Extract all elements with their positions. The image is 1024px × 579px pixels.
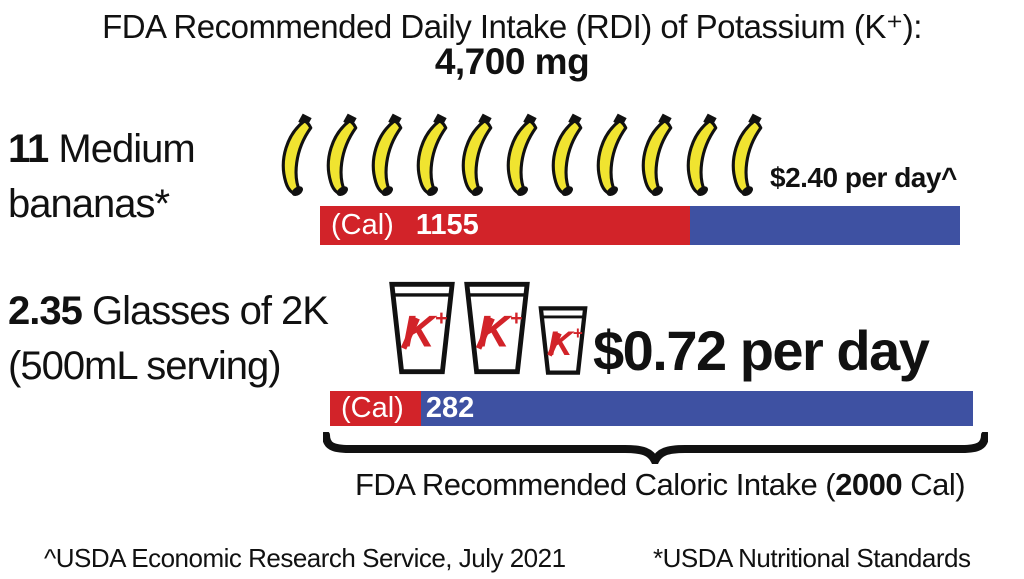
glasses-name: Glasses of 2K: [81, 289, 329, 333]
bananas-row-label: 11 Medium bananas*: [8, 122, 196, 232]
rdi-amount: 4,700 mg: [434, 41, 590, 82]
banana-calories-value: 1155: [415, 209, 479, 241]
bananas-quantity: 11: [8, 127, 49, 171]
glass-icon: K+: [389, 281, 455, 375]
cal-label: (Cal): [331, 209, 394, 241]
caloric-intake-annotation: FDA Recommended Caloric Intake (2000 Cal…: [330, 467, 990, 503]
underbrace-icon: [323, 432, 988, 464]
banana-icon: [686, 113, 718, 197]
glasses-row-label-line1: 2.35 Glasses of 2K: [8, 284, 329, 339]
bananas-name: Medium: [48, 127, 195, 171]
banana-calorie-bar: (Cal) 1155: [320, 206, 960, 245]
glasses-quantity: 2.35: [8, 289, 83, 333]
glasses-calorie-text: (Cal) 282: [330, 391, 973, 426]
bananas-name-line2: bananas*: [8, 182, 170, 226]
glasses-calories-value: 282: [425, 392, 475, 424]
banana-icon: [596, 113, 628, 197]
banana-icon: [416, 113, 448, 197]
footnote-nutrition-source: *USDA Nutritional Standards: [653, 543, 971, 573]
cal-label: (Cal): [341, 392, 404, 424]
glasses-row-label: 2.35 Glasses of 2K (500mL serving): [8, 284, 329, 394]
banana-icon: [506, 113, 538, 197]
glass-icon-small: K+: [538, 306, 588, 375]
caloric-intake-pre: FDA Recommended Caloric Intake (: [354, 467, 836, 502]
bananas-row-label-line1: 11 Medium: [8, 122, 196, 177]
banana-calorie-text: (Cal) 1155: [320, 206, 960, 245]
calorie-fill-segment: [330, 391, 421, 426]
glasses-name-line2: (500mL serving): [8, 344, 282, 388]
caloric-intake-value: 2000: [835, 467, 903, 502]
glass-icon: K+: [464, 281, 530, 375]
banana-icon: [281, 113, 313, 197]
glasses-cost-per-day: $0.72 per day: [593, 319, 930, 382]
glass-logo: K+: [478, 306, 523, 356]
banana-icon: [551, 113, 583, 197]
glass-logo: K+: [548, 323, 583, 363]
caloric-intake-post: Cal): [902, 467, 966, 502]
banana-cost-per-day: $2.40 per day^: [770, 162, 957, 193]
banana-icon: [731, 113, 763, 197]
calorie-remainder-segment: [330, 391, 973, 426]
glass-icon-row: K+ K+ K+: [388, 281, 588, 375]
calorie-fill-segment: [320, 206, 690, 245]
banana-icon: [461, 113, 493, 197]
banana-icon: [326, 113, 358, 197]
footnote-price-source: ^USDA Economic Research Service, July 20…: [44, 543, 566, 573]
banana-icon: [641, 113, 673, 197]
banana-icon-row: [276, 107, 767, 204]
glasses-calorie-bar: (Cal) 282: [330, 391, 973, 426]
banana-icon: [371, 113, 403, 197]
page-title: FDA Recommended Daily Intake (RDI) of Po…: [102, 8, 922, 45]
glass-logo: K+: [403, 306, 448, 356]
